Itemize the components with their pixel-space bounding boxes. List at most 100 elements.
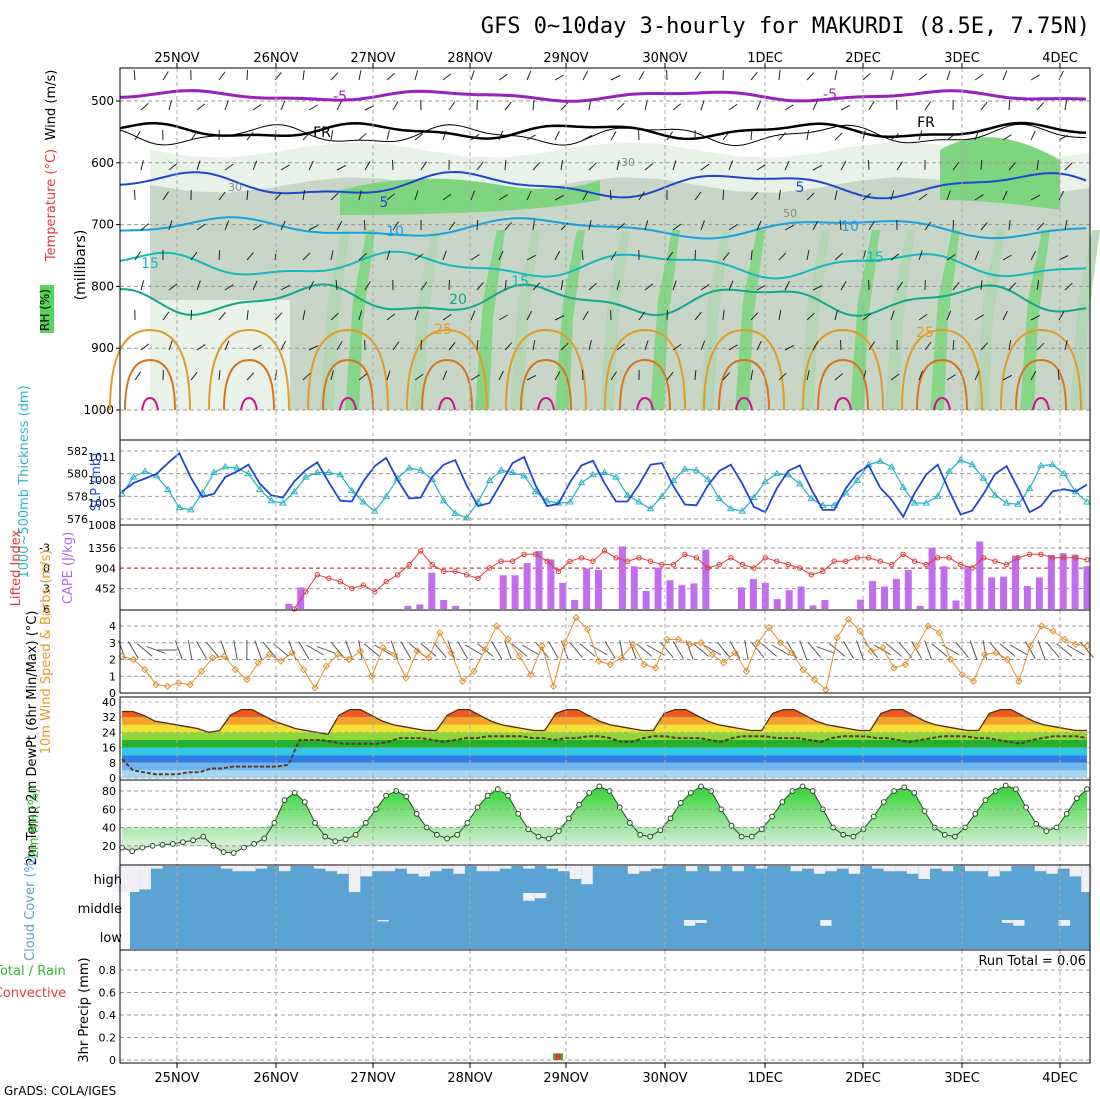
cloud-cover-bar (569, 866, 582, 879)
wind-barb (918, 130, 923, 141)
wind10m-speed-point (901, 660, 910, 669)
thickness-point (187, 505, 195, 513)
rh-point (1063, 810, 1070, 817)
wind-barb (532, 100, 535, 111)
rh-point (230, 850, 237, 856)
wind-barb (386, 250, 391, 261)
wind-barb (246, 189, 249, 201)
temp-fill-bands (122, 709, 1087, 778)
wind-barb (470, 374, 480, 381)
ylabel-wind: Wind (m/s) (44, 70, 59, 141)
wind-barb (336, 100, 342, 111)
thickness-point (1002, 499, 1011, 506)
wind-barb (924, 221, 932, 231)
wind-barb (330, 192, 339, 201)
wind-barb (168, 100, 173, 111)
contour-25-arch (208, 328, 290, 411)
wind10m-barb (999, 643, 1016, 657)
contour-25-arch (109, 328, 191, 411)
cape-bar (297, 587, 305, 609)
ylabel-li: Lifted Index (9, 529, 24, 606)
rh-point (1033, 821, 1040, 827)
wind-barb (839, 219, 842, 231)
wind10m-speed-point (833, 634, 841, 642)
wind-barb (560, 222, 569, 231)
wind-barb (554, 74, 564, 81)
rh-point (1002, 782, 1009, 789)
ylabel-temp: Temperature (°C) (44, 149, 59, 262)
thickness-point (681, 465, 689, 472)
wind10m-barb (504, 640, 512, 660)
li-point (992, 558, 998, 564)
wind-barb (196, 343, 206, 351)
wind-barb (386, 193, 395, 201)
wind-barb (224, 100, 229, 111)
wind10m-speed-point (140, 665, 149, 674)
wind-barb (890, 310, 895, 321)
wind-barb (498, 73, 508, 81)
top-date-label: 26NOV (253, 51, 298, 66)
slp-tick-label: 1008 (88, 474, 116, 487)
wind-barb (392, 341, 400, 351)
thickness-point (910, 499, 919, 506)
wind-barb (672, 103, 682, 111)
thickness-point (853, 476, 862, 483)
wind-barb (448, 221, 456, 231)
wind-barb (386, 370, 391, 381)
cape-bar (1059, 553, 1067, 609)
cape-bar (690, 583, 698, 609)
wind-barb (862, 313, 872, 321)
rh-point (687, 789, 694, 796)
wind-barb (834, 70, 838, 81)
thickness-point (520, 471, 528, 479)
rh-legend-swatch (40, 285, 54, 333)
wind-barb (442, 250, 447, 261)
wind10m-speed-point (265, 650, 274, 659)
wind-barb (582, 135, 593, 141)
thickness-point (462, 513, 471, 521)
li-point (797, 565, 803, 571)
wind10m-barb (569, 642, 583, 658)
ylabel-wind10m: 10m Wind Speed & Barbs (m/s) (39, 550, 54, 755)
thickness-point (968, 460, 977, 468)
rh-blob (940, 137, 1060, 210)
cloud-cover-bar (139, 866, 151, 890)
wind-barb (756, 284, 766, 291)
cloud-background (130, 866, 1090, 949)
wind10m-speed-point (368, 672, 376, 680)
wind-barb (834, 190, 838, 201)
contour-35-arch (636, 396, 654, 411)
li-point (820, 568, 826, 575)
rh-point (403, 793, 410, 800)
wind-barb (644, 340, 649, 351)
cloud-level-label: high (94, 873, 122, 888)
wind-barb (134, 131, 141, 141)
wind10m-speed-point (924, 622, 932, 630)
wind-barb (498, 250, 504, 261)
rh-streak (320, 230, 350, 410)
top-date-label: 30NOV (642, 51, 687, 66)
wind10m-speed-point (992, 649, 1000, 657)
cloud-cover-bar (523, 866, 535, 869)
contour-25-arch (505, 328, 587, 411)
wind-barb (442, 130, 447, 141)
rh-point (545, 835, 552, 842)
pressure-tick-label: 600 (91, 156, 114, 170)
li-point (866, 555, 872, 561)
wind10m-barb (491, 641, 503, 659)
wind-barb (784, 280, 790, 291)
cloud-cover-bar (1001, 920, 1014, 923)
cloud-cover-bar (820, 920, 832, 926)
li-point (624, 558, 631, 564)
li-point (843, 558, 849, 564)
cape-bar (952, 600, 960, 609)
thickness-point (405, 464, 414, 471)
rh-point (180, 839, 186, 845)
thickness-point (543, 496, 551, 504)
wind-barb (610, 371, 618, 381)
wind-barb (470, 254, 480, 261)
ylabel-slp: SLP (mb) (89, 453, 104, 512)
cloud-cover-bar (848, 866, 861, 874)
wind10m-speed-point (243, 675, 251, 684)
wind-barb (442, 370, 448, 381)
